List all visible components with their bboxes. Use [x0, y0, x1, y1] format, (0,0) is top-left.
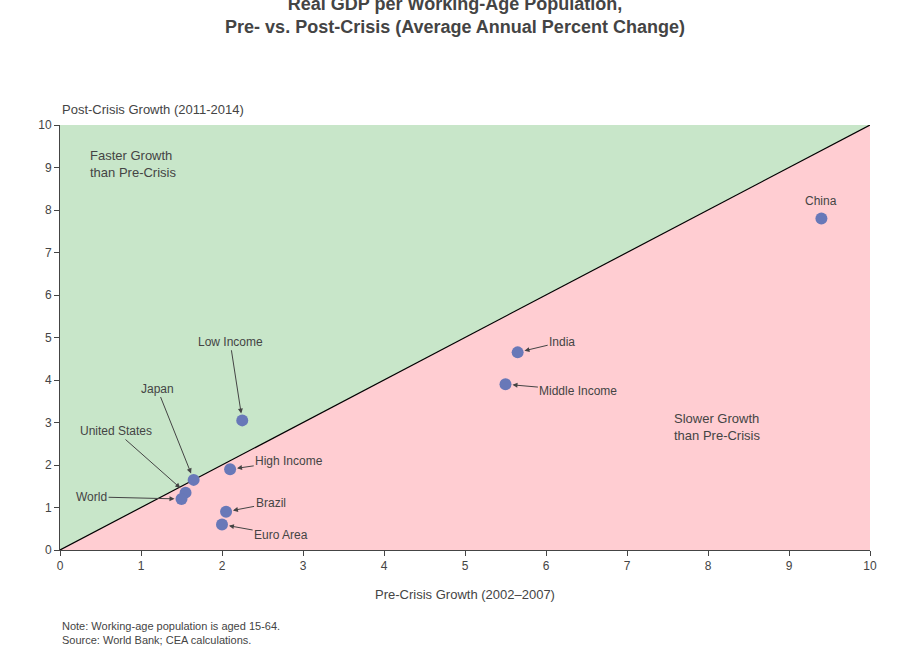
svg-text:Japan: Japan — [141, 382, 174, 396]
svg-text:India: India — [549, 335, 575, 349]
svg-text:10: 10 — [38, 118, 52, 132]
svg-text:1: 1 — [45, 501, 52, 515]
svg-text:7: 7 — [624, 559, 631, 573]
svg-text:Low Income: Low Income — [198, 335, 263, 349]
svg-text:China: China — [805, 194, 837, 208]
svg-text:4: 4 — [45, 373, 52, 387]
svg-text:Note: Working-age population i: Note: Working-age population is aged 15-… — [62, 620, 280, 646]
svg-text:0: 0 — [57, 559, 64, 573]
svg-text:9: 9 — [786, 559, 793, 573]
svg-text:8: 8 — [705, 559, 712, 573]
svg-text:1: 1 — [138, 559, 145, 573]
svg-text:4: 4 — [381, 559, 388, 573]
svg-text:Euro Area: Euro Area — [254, 528, 308, 542]
svg-text:10: 10 — [863, 559, 877, 573]
svg-text:7: 7 — [45, 246, 52, 260]
svg-text:Slower Growththan Pre-Crisis: Slower Growththan Pre-Crisis — [674, 411, 760, 443]
svg-text:2: 2 — [219, 559, 226, 573]
svg-text:5: 5 — [462, 559, 469, 573]
svg-text:8: 8 — [45, 203, 52, 217]
svg-text:Faster Growththan Pre-Crisis: Faster Growththan Pre-Crisis — [90, 148, 176, 180]
svg-text:Post-Crisis Growth (2011-2014): Post-Crisis Growth (2011-2014) — [62, 102, 244, 117]
svg-text:Brazil: Brazil — [256, 496, 286, 510]
svg-text:United States: United States — [80, 424, 152, 438]
svg-text:3: 3 — [300, 559, 307, 573]
svg-text:6: 6 — [45, 288, 52, 302]
svg-text:World: World — [76, 490, 107, 504]
svg-text:6: 6 — [543, 559, 550, 573]
svg-text:0: 0 — [45, 543, 52, 557]
svg-text:Real GDP per Working-Age Popul: Real GDP per Working-Age Population,Pre-… — [225, 0, 685, 37]
svg-text:High Income: High Income — [255, 454, 323, 468]
svg-text:Pre-Crisis Growth (2002–2007): Pre-Crisis Growth (2002–2007) — [375, 587, 555, 602]
svg-text:9: 9 — [45, 161, 52, 175]
svg-text:5: 5 — [45, 331, 52, 345]
svg-text:3: 3 — [45, 416, 52, 430]
svg-text:Middle Income: Middle Income — [539, 384, 617, 398]
svg-text:2: 2 — [45, 458, 52, 472]
